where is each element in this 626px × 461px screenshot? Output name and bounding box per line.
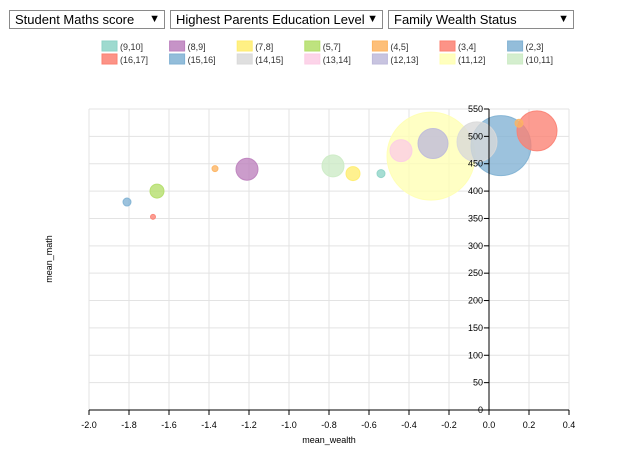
x-axis-title: mean_wealth bbox=[302, 435, 356, 445]
data-points bbox=[122, 110, 558, 220]
family-wealth-dropdown[interactable]: Family Wealth Status ▼ bbox=[388, 10, 574, 29]
x-tick-label: -0.6 bbox=[361, 420, 377, 430]
legend-label: (4,5] bbox=[390, 42, 408, 52]
y-axis-title: mean_math bbox=[44, 235, 54, 283]
legend-swatch bbox=[507, 40, 524, 52]
x-tick-label: 0.0 bbox=[483, 420, 496, 430]
legend-swatch bbox=[439, 40, 456, 52]
legend-swatch bbox=[371, 40, 388, 52]
data-point bbox=[149, 183, 165, 199]
y-tick-label: 300 bbox=[468, 241, 483, 251]
legend-swatch bbox=[507, 53, 524, 65]
legend-label: (12,13] bbox=[390, 55, 418, 65]
dropdown-label: Highest Parents Education Level bbox=[176, 12, 365, 27]
legend-swatch bbox=[236, 40, 253, 52]
legend-label: (16,17] bbox=[120, 55, 148, 65]
legend-label: (9,10] bbox=[120, 42, 143, 52]
data-point bbox=[417, 127, 449, 159]
legend-label: (10,11] bbox=[526, 55, 553, 65]
chevron-down-icon: ▼ bbox=[149, 13, 160, 25]
x-axis: -2.0 -1.8 -1.6 -1.4 -1.2 -1.0 -0.8 -0.6 -0.4 -0.2… bbox=[81, 409, 576, 445]
data-point bbox=[376, 169, 386, 179]
data-point bbox=[516, 110, 558, 152]
y-tick-label: 450 bbox=[468, 159, 483, 169]
x-tick-label: -0.8 bbox=[321, 420, 337, 430]
parents-education-dropdown[interactable]: Highest Parents Education Level ▼ bbox=[170, 10, 383, 29]
y-axis: 0 50 100 150 200 250 300 350 400 450 500 550 mean_ma… bbox=[44, 104, 490, 415]
x-tick-label: -1.2 bbox=[241, 420, 257, 430]
data-point bbox=[389, 139, 413, 163]
legend-swatch bbox=[439, 53, 456, 65]
y-tick-label: 0 bbox=[478, 405, 483, 415]
legend-label: (8,9] bbox=[188, 42, 206, 52]
chevron-down-icon: ▼ bbox=[558, 13, 569, 25]
x-tick-label: 0.4 bbox=[563, 420, 576, 430]
chevron-down-icon: ▼ bbox=[367, 13, 378, 25]
legend-swatch bbox=[169, 53, 186, 65]
legend-label: (2,3] bbox=[526, 42, 544, 52]
legend-swatch bbox=[169, 40, 186, 52]
data-point bbox=[150, 213, 156, 220]
x-tick-label: -1.0 bbox=[281, 420, 297, 430]
y-tick-label: 200 bbox=[468, 296, 483, 306]
legend-label: (15,16] bbox=[188, 55, 216, 65]
student-maths-score-dropdown[interactable]: Student Maths score ▼ bbox=[9, 10, 165, 29]
data-point bbox=[235, 157, 259, 181]
dropdown-label: Family Wealth Status bbox=[394, 12, 517, 27]
data-point bbox=[345, 166, 361, 182]
legend-swatch bbox=[304, 53, 321, 65]
y-tick-label: 350 bbox=[468, 213, 483, 223]
x-tick-label: 0.2 bbox=[523, 420, 536, 430]
data-point bbox=[122, 197, 132, 207]
data-point bbox=[456, 121, 498, 163]
y-tick-label: 550 bbox=[468, 104, 483, 114]
legend-swatch bbox=[371, 53, 388, 65]
x-tick-label: -0.4 bbox=[401, 420, 417, 430]
data-point bbox=[321, 154, 345, 178]
legend-swatch bbox=[304, 40, 321, 52]
legend: (9,10] (8,9] (7,8] (5,7] (4,5] (3,4] (2,3] (16,… bbox=[101, 40, 553, 65]
x-tick-label: -2.0 bbox=[81, 420, 97, 430]
y-tick-label: 500 bbox=[468, 131, 483, 141]
legend-label: (14,15] bbox=[255, 55, 283, 65]
legend-label: (5,7] bbox=[323, 42, 341, 52]
legend-swatch bbox=[236, 53, 253, 65]
x-tick-label: -1.4 bbox=[201, 420, 217, 430]
y-tick-label: 50 bbox=[473, 378, 483, 388]
x-tick-label: -1.6 bbox=[161, 420, 177, 430]
data-point bbox=[211, 165, 219, 173]
legend-label: (7,8] bbox=[255, 42, 273, 52]
dropdown-label: Student Maths score bbox=[15, 12, 135, 27]
data-point bbox=[514, 118, 524, 128]
y-tick-label: 150 bbox=[468, 323, 483, 333]
legend-label: (11,12] bbox=[458, 55, 485, 65]
y-tick-label: 400 bbox=[468, 186, 483, 196]
y-tick-label: 250 bbox=[468, 268, 483, 278]
legend-swatch bbox=[101, 40, 118, 52]
x-tick-label: -1.8 bbox=[121, 420, 137, 430]
legend-swatch bbox=[101, 53, 118, 65]
x-tick-label: -0.2 bbox=[441, 420, 457, 430]
legend-label: (3,4] bbox=[458, 42, 476, 52]
legend-label: (13,14] bbox=[323, 55, 351, 65]
y-tick-label: 100 bbox=[468, 350, 483, 360]
